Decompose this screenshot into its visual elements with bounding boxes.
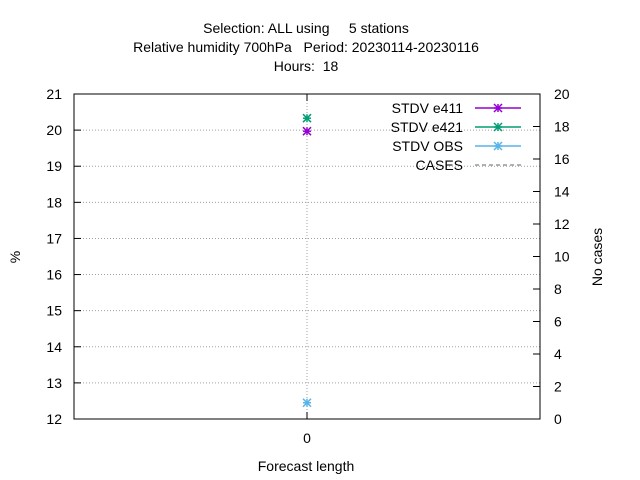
- legend-label: CASES: [416, 157, 463, 173]
- legend-marker: [493, 122, 503, 132]
- y2-tick-label: 14: [554, 184, 570, 200]
- y-tick-label: 17: [46, 230, 62, 246]
- legend-marker: [493, 141, 503, 151]
- y-tick-label: 13: [46, 375, 62, 391]
- grid-lines: [74, 94, 540, 419]
- title-line: Relative humidity 700hPa Period: 2023011…: [133, 39, 479, 55]
- y2-tick-label: 2: [554, 379, 562, 395]
- y2-tick-label: 10: [554, 249, 570, 265]
- y-tick-label: 19: [46, 158, 62, 174]
- x-axis-label: Forecast length: [258, 458, 355, 474]
- x-axis: 0: [303, 94, 311, 446]
- data-series: [302, 113, 312, 408]
- y-tick-label: 18: [46, 194, 62, 210]
- y2-tick-label: 12: [554, 216, 570, 232]
- y2-tick-label: 6: [554, 314, 562, 330]
- y-tick-label: 21: [46, 86, 62, 102]
- y2-axis: 0 2 4 6 8 10 12 14 16 18 20: [533, 86, 570, 427]
- chart-title: Selection: ALL using 5 stations Relative …: [133, 20, 479, 74]
- y-tick-label: 12: [46, 411, 62, 427]
- y-tick-label: 20: [46, 122, 62, 138]
- x-tick-label: 0: [303, 430, 311, 446]
- y-axis-label: %: [7, 251, 23, 263]
- y-axis: 12 13 14 15 16 17 18 19 20 21: [46, 86, 81, 427]
- y2-tick-label: 0: [554, 411, 562, 427]
- y2-axis-label: No cases: [589, 228, 605, 286]
- title-line: Hours: 18: [274, 58, 339, 74]
- data-point: [302, 126, 312, 136]
- y2-tick-label: 20: [554, 86, 570, 102]
- legend-marker: [493, 103, 503, 113]
- y-tick-label: 14: [46, 339, 62, 355]
- y2-tick-label: 8: [554, 281, 562, 297]
- y2-tick-label: 18: [554, 119, 570, 135]
- y2-tick-label: 4: [554, 346, 562, 362]
- legend-label: STDV OBS: [392, 138, 463, 154]
- legend-label: STDV e411: [392, 100, 464, 116]
- legend-label: STDV e421: [391, 119, 464, 135]
- y-tick-label: 15: [46, 303, 62, 319]
- y-tick-label: 16: [46, 267, 62, 283]
- y2-tick-label: 16: [554, 151, 570, 167]
- data-point: [302, 398, 312, 408]
- title-line: Selection: ALL using 5 stations: [203, 20, 409, 36]
- data-point: [302, 113, 312, 123]
- legend: STDV e411 STDV e421 STDV OBS CASES: [391, 100, 521, 173]
